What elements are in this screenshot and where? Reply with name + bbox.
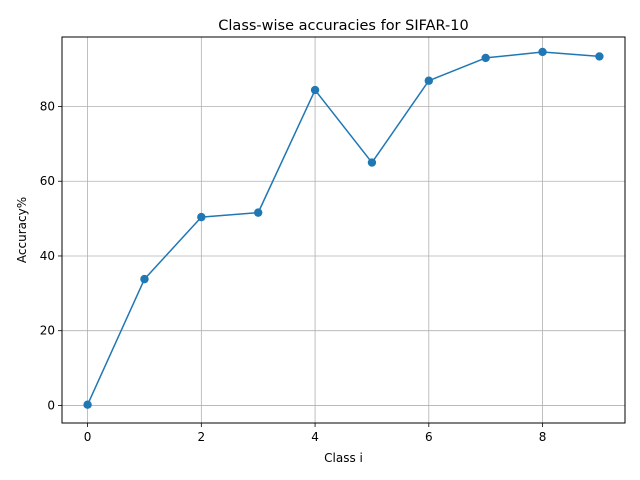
x-tick-label: 8	[539, 430, 547, 444]
data-point	[197, 212, 206, 222]
data-point	[253, 208, 263, 217]
data-point	[424, 76, 434, 85]
data-point	[310, 85, 320, 95]
plot-frame	[61, 36, 626, 424]
y-tick-label: 40	[40, 249, 55, 263]
grid	[62, 37, 625, 423]
y-tick-label: 20	[40, 324, 55, 338]
x-tick-label: 6	[425, 430, 433, 444]
data-point	[538, 47, 547, 57]
series-line	[86, 51, 600, 405]
x-tick-label: 2	[198, 430, 206, 444]
data-point	[595, 52, 604, 61]
data-point	[367, 158, 377, 167]
data-point	[140, 274, 149, 284]
data-point	[83, 400, 92, 409]
y-tick-label: 60	[40, 174, 55, 188]
x-axis-label: Class i	[324, 451, 363, 465]
y-tick-label: 80	[40, 100, 55, 114]
x-tick-label: 4	[311, 430, 319, 444]
data-point	[481, 53, 490, 63]
y-tick-label: 0	[47, 398, 55, 412]
series-group	[83, 47, 604, 409]
plot-background	[62, 37, 625, 423]
y-axis-label: Accuracy%	[15, 197, 29, 263]
chart-title: Class-wise accuracies for SIFAR-10	[218, 18, 468, 34]
x-tick-label: 0	[84, 430, 92, 444]
